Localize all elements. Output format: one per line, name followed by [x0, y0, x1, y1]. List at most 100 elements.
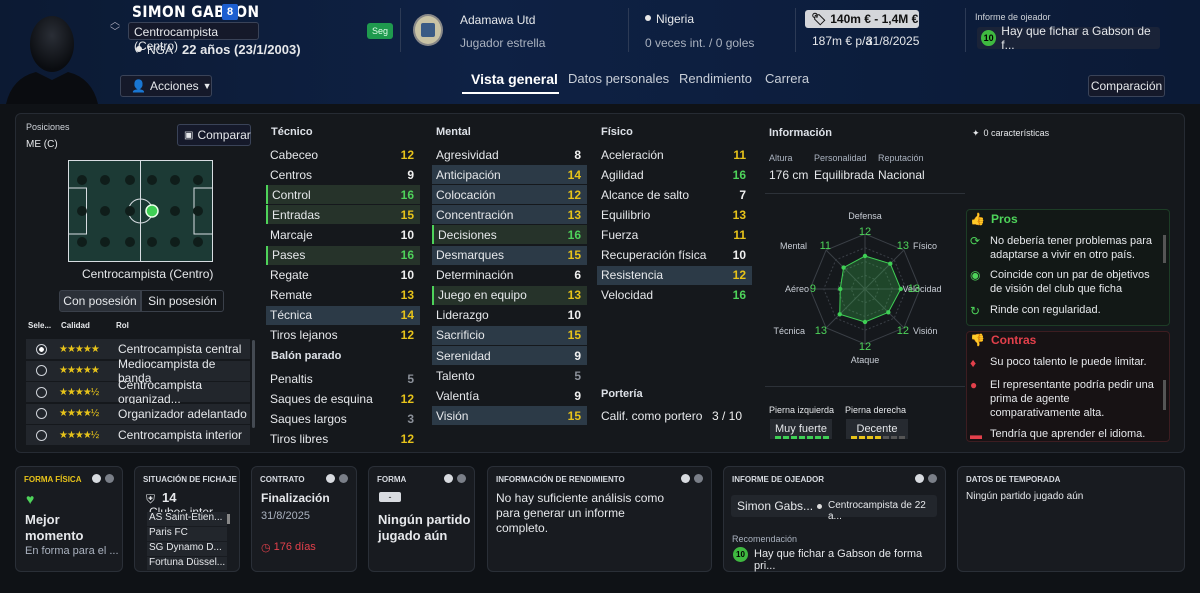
- compare-button[interactable]: Comparación: [1088, 75, 1165, 97]
- attribute-row[interactable]: Equilibrio 13: [597, 205, 752, 224]
- role-row[interactable]: ★★★★½ Organizador adelantado: [26, 403, 250, 424]
- interested-club[interactable]: SG Dynamo D...: [147, 542, 227, 556]
- card-match-form[interactable]: Forma - Ningún partido jugado aún: [368, 466, 475, 572]
- attribute-row[interactable]: Serenidad 9: [432, 346, 587, 365]
- attribute-row[interactable]: Talento 5: [432, 366, 587, 385]
- attribute-row[interactable]: Penaltis 5: [266, 369, 420, 388]
- attribute-name: Fuerza: [601, 227, 639, 242]
- attribute-row[interactable]: Visión 15: [432, 406, 587, 426]
- card-performance-info[interactable]: Información de rendimiento No hay sufici…: [487, 466, 712, 572]
- attribute-row[interactable]: Saques de esquina 12: [266, 389, 420, 408]
- role-radio[interactable]: [36, 429, 47, 441]
- attribute-row[interactable]: Resistencia 12: [597, 265, 752, 285]
- radar-axis: [864, 288, 905, 329]
- goalkeeper-rating-row[interactable]: Calif. como portero 3 / 10: [597, 406, 752, 425]
- scout-player-row[interactable]: Simon Gabs... Centrocampista de 22 a...: [731, 495, 937, 522]
- contract-label: Finalización: [261, 491, 330, 505]
- card-scout-report[interactable]: Informe de ojeador Simon Gabs... Centroc…: [723, 466, 946, 572]
- attribute-row[interactable]: Centros 9: [266, 165, 420, 184]
- role-row[interactable]: ★★★★½ Centrocampista organizad...: [26, 378, 250, 406]
- pros-box: [966, 209, 1170, 326]
- attribute-row[interactable]: Anticipación 14: [432, 165, 587, 185]
- attribute-row[interactable]: Colocación 12: [432, 185, 587, 205]
- interested-club[interactable]: AS Saint-Etien...: [147, 512, 227, 526]
- attribute-row[interactable]: Desmarques 15: [432, 245, 587, 265]
- radar-label: Visión: [913, 326, 937, 336]
- interested-count: 14: [162, 490, 177, 505]
- scout-summary[interactable]: 10 Hay que fichar a Gabson de f...: [977, 24, 1160, 52]
- attribute-value: 3: [407, 411, 414, 426]
- interested-club[interactable]: Fortuna Düssel...: [147, 557, 227, 570]
- eye-icon: ◉: [970, 268, 981, 282]
- role-radio[interactable]: [36, 408, 47, 419]
- attribute-value: 9: [574, 388, 581, 403]
- card-transfer-status[interactable]: Situación de fichaje ⛨ 14 Clubes inter..…: [134, 466, 240, 572]
- nav-arrows[interactable]: ︿ ﹀: [110, 17, 120, 38]
- nationality[interactable]: Nigeria: [656, 12, 695, 26]
- attribute-row[interactable]: Determinación 6: [432, 266, 587, 285]
- attribute-row[interactable]: Recuperación física 10: [597, 246, 752, 265]
- attribute-row[interactable]: Entradas 15: [266, 205, 420, 225]
- position-pitch[interactable]: [68, 160, 213, 262]
- attribute-row[interactable]: Fuerza 11: [597, 225, 752, 244]
- cons-scrollbar[interactable]: [1163, 380, 1166, 410]
- with-ball-toggle[interactable]: Con posesión: [59, 290, 141, 312]
- attribute-row[interactable]: Pases 16: [266, 245, 420, 265]
- attribute-row[interactable]: Concentración 13: [432, 205, 587, 225]
- scout-dot: [817, 504, 822, 509]
- radar-label: Físico: [913, 241, 937, 251]
- club-crest[interactable]: [413, 14, 443, 46]
- clubs-scrollbar[interactable]: [227, 514, 230, 524]
- attribute-row[interactable]: Regate 10: [266, 266, 420, 285]
- attribute-row[interactable]: Agilidad 16: [597, 165, 752, 184]
- card-fitness[interactable]: Forma física ♥ Mejor momento En forma pa…: [15, 466, 123, 572]
- recommendation-score: 10: [733, 547, 748, 562]
- attribute-row[interactable]: Saques largos 3: [266, 409, 420, 428]
- attribute-row[interactable]: Liderazgo 10: [432, 306, 587, 325]
- attribute-row[interactable]: Control 16: [266, 185, 420, 205]
- roles-scrollbar[interactable]: [252, 340, 255, 428]
- without-ball-toggle[interactable]: Sin posesión: [141, 290, 224, 312]
- actions-button[interactable]: 👤 Acciones ▼: [120, 75, 212, 97]
- left-foot-bar: [775, 436, 829, 439]
- attribute-row[interactable]: Técnica 14: [266, 305, 420, 325]
- radar-axis: [825, 249, 866, 290]
- attribute-row[interactable]: Valentía 9: [432, 386, 587, 405]
- left-foot-value: Muy fuerte: [770, 419, 832, 439]
- attribute-value: 13: [732, 207, 746, 222]
- attribute-row[interactable]: Remate 13: [266, 286, 420, 305]
- attribute-row[interactable]: Cabeceo 12: [266, 145, 420, 164]
- tab-career[interactable]: Carrera: [765, 71, 810, 86]
- attribute-row[interactable]: Tiros libres 12: [266, 429, 420, 448]
- role-radio[interactable]: [36, 386, 47, 398]
- pros-scrollbar[interactable]: [1163, 235, 1166, 263]
- attribute-row[interactable]: Decisiones 16: [432, 225, 587, 245]
- interested-clubs-list[interactable]: AS Saint-Etien... Paris FC SG Dynamo D... F…: [147, 512, 227, 570]
- tab-overview[interactable]: Vista general: [471, 71, 558, 87]
- attribute-value: 16: [732, 167, 746, 182]
- card-season-data[interactable]: Datos de temporada Ningún partido jugado…: [957, 466, 1185, 572]
- role-radio[interactable]: [36, 365, 47, 376]
- attribute-row[interactable]: Alcance de salto 7: [597, 185, 752, 204]
- role-row[interactable]: ★★★★★ Mediocampista de banda: [26, 357, 250, 385]
- compare-positions-button[interactable]: ▣ Comparar: [177, 124, 251, 146]
- attribute-row[interactable]: Agresividad 8: [432, 145, 587, 164]
- attribute-name: Recuperación física: [601, 248, 707, 262]
- attribute-name: Concentración: [436, 207, 514, 222]
- attribute-row[interactable]: Sacrificio 15: [432, 325, 587, 345]
- card-contract[interactable]: Contrato Finalización 31/8/2025 ◷ 176 día…: [251, 466, 357, 572]
- attribute-value: 14: [567, 167, 581, 182]
- tab-personal-data[interactable]: Datos personales: [568, 71, 670, 86]
- role-row[interactable]: ★★★★½ Centrocampista interior: [26, 425, 250, 445]
- role-radio[interactable]: [36, 343, 47, 355]
- attribute-row[interactable]: Velocidad 16: [597, 286, 752, 305]
- attribute-row[interactable]: Tiros lejanos 12: [266, 326, 420, 345]
- attribute-row[interactable]: Juego en equipo 13: [432, 285, 587, 305]
- interested-club[interactable]: Paris FC: [147, 527, 227, 541]
- role-row[interactable]: ★★★★★ Centrocampista central: [26, 339, 250, 359]
- attribute-row[interactable]: Aceleración 11: [597, 145, 752, 164]
- attribute-row[interactable]: Marcaje 10: [266, 225, 420, 244]
- club-name[interactable]: Adamawa Utd: [460, 13, 536, 27]
- tab-performance[interactable]: Rendimiento: [679, 71, 752, 86]
- traits-count[interactable]: ✦ 0 características: [972, 128, 1050, 138]
